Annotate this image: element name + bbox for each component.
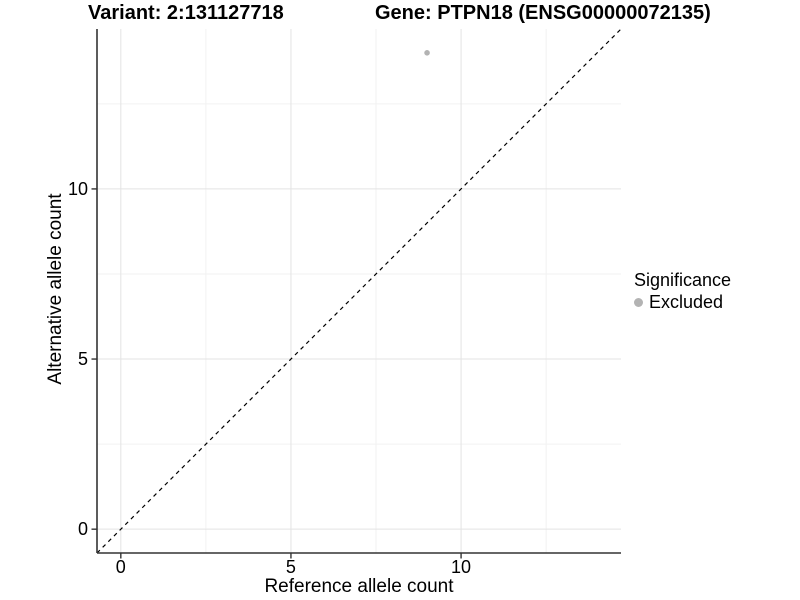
- legend-item-label: Excluded: [649, 292, 724, 312]
- data-point: [424, 50, 430, 56]
- y-tick-label: 10: [67, 178, 88, 199]
- legend-item-excluded: Excluded: [634, 292, 731, 313]
- y-tick-label: 5: [77, 349, 88, 370]
- x-axis-title: Reference allele count: [264, 576, 454, 597]
- identity-dashed-line: [96, 29, 621, 554]
- plot-canvas: [91, 29, 621, 559]
- plot-panel: [91, 29, 621, 559]
- y-tick-label: 0: [77, 519, 88, 540]
- legend-title: Significance: [634, 270, 732, 290]
- x-tick-label: 5: [285, 557, 296, 577]
- variant-title: Variant: 2:131127718: [88, 2, 284, 24]
- excluded-point-icon: [634, 298, 643, 307]
- gene-title: Gene: PTPN18 (ENSG00000072135): [375, 2, 711, 24]
- x-tick-label: 10: [451, 557, 472, 577]
- y-axis-title: Alternative allele count: [45, 193, 66, 385]
- legend: Significance Excluded: [634, 269, 731, 313]
- x-tick-label: 0: [115, 557, 126, 577]
